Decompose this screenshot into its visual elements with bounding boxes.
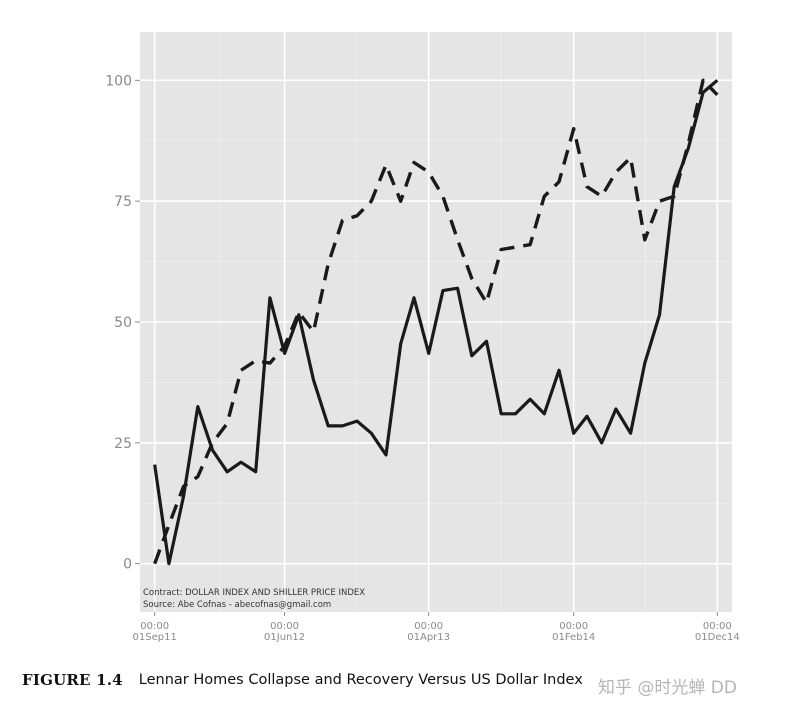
y-tick-label: 75 — [114, 194, 132, 210]
x-tick-time-label: 00:00 — [140, 621, 169, 632]
figure-caption: FIGURE 1.4 Lennar Homes Collapse and Rec… — [22, 668, 782, 692]
x-tick-time-label: 00:00 — [559, 621, 588, 632]
y-tick-label: 25 — [114, 436, 132, 452]
chart: 025507510000:0001Sep1100:0001Jun1200:000… — [105, 32, 740, 643]
y-tick-label: 50 — [114, 315, 132, 331]
y-tick-label: 100 — [105, 73, 132, 89]
y-tick-label: 0 — [123, 557, 132, 573]
x-tick-date-label: 01Sep11 — [133, 632, 177, 643]
x-tick-date-label: 01Apr13 — [407, 632, 450, 643]
chart-annotation: Contract: DOLLAR INDEX AND SHILLER PRICE… — [143, 588, 365, 598]
x-tick-date-label: 01Feb14 — [552, 632, 595, 643]
x-tick-time-label: 00:00 — [414, 621, 443, 632]
x-tick-date-label: 01Jun12 — [264, 632, 305, 643]
series-line-dashed — [153, 78, 719, 565]
watermark-text: 知乎 @时光蝉 DD — [598, 678, 737, 698]
chart-annotation: Source: Abe Cofnas - abecofnas@gmail.com — [143, 600, 331, 610]
series-line-solid — [153, 79, 719, 566]
x-tick-time-label: 00:00 — [270, 621, 299, 632]
figure-caption-text: Lennar Homes Collapse and Recovery Versu… — [138, 672, 583, 688]
x-tick-time-label: 00:00 — [703, 621, 732, 632]
x-tick-date-label: 01Dec14 — [695, 632, 740, 643]
figure-label: FIGURE 1.4 — [22, 671, 123, 689]
